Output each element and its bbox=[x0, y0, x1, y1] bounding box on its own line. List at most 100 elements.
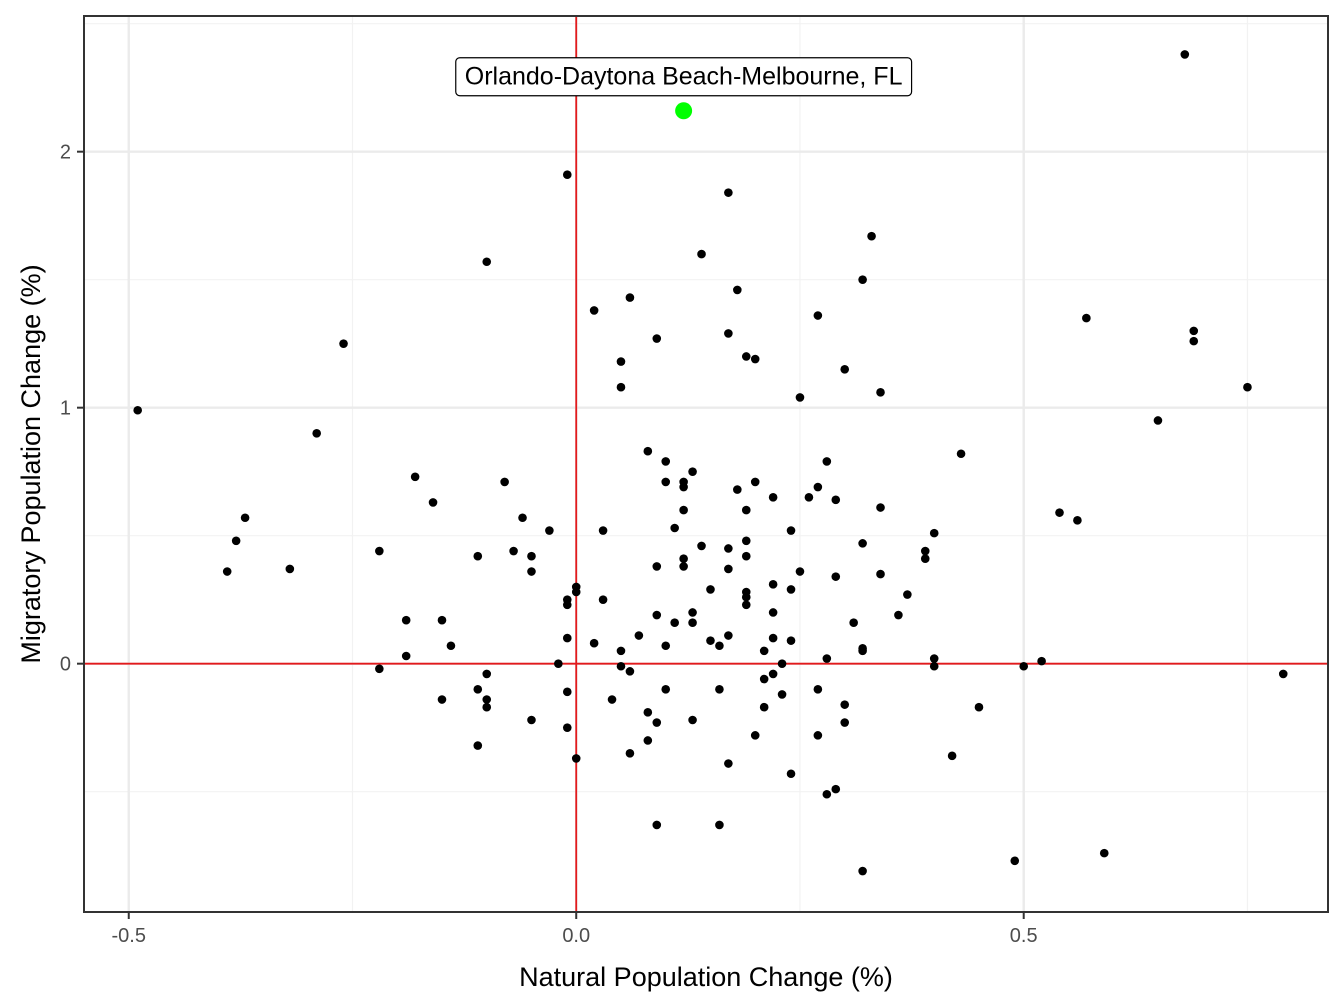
data-point bbox=[876, 569, 885, 579]
data-point bbox=[724, 544, 733, 553]
data-point bbox=[652, 562, 662, 571]
data-point bbox=[1019, 661, 1029, 671]
data-point bbox=[750, 477, 760, 487]
data-point bbox=[1180, 50, 1190, 59]
data-point bbox=[428, 498, 438, 507]
data-point bbox=[562, 633, 572, 643]
data-point bbox=[768, 633, 778, 643]
data-point bbox=[786, 769, 796, 779]
data-point bbox=[822, 789, 832, 799]
data-point bbox=[786, 636, 796, 645]
highlight-label: Orlando-Daytona Beach-Melbourne, FL bbox=[465, 63, 903, 91]
data-point bbox=[741, 536, 751, 546]
data-point bbox=[679, 482, 688, 492]
data-point bbox=[616, 661, 626, 671]
data-point bbox=[652, 820, 662, 830]
data-point bbox=[858, 866, 867, 876]
data-point bbox=[1278, 669, 1288, 679]
data-point bbox=[733, 485, 742, 494]
data-point bbox=[679, 554, 688, 564]
data-point bbox=[240, 513, 250, 523]
data-point bbox=[375, 546, 384, 556]
data-point bbox=[625, 667, 635, 676]
data-point bbox=[607, 695, 617, 704]
x-tick-label: 0.5 bbox=[1010, 925, 1038, 947]
data-point bbox=[625, 293, 635, 302]
data-point bbox=[562, 687, 572, 697]
data-point bbox=[1073, 516, 1082, 525]
data-point bbox=[786, 585, 796, 594]
data-point bbox=[1037, 656, 1046, 666]
data-point bbox=[437, 695, 447, 704]
data-point bbox=[545, 526, 554, 535]
data-point bbox=[741, 352, 751, 361]
data-point bbox=[867, 231, 876, 241]
data-point bbox=[589, 306, 599, 315]
data-point bbox=[813, 684, 823, 694]
data-point bbox=[527, 551, 536, 561]
data-point bbox=[652, 718, 662, 727]
data-point bbox=[482, 702, 492, 712]
data-point bbox=[741, 551, 751, 561]
y-tick-label: 1 bbox=[60, 398, 71, 420]
data-point bbox=[518, 513, 527, 523]
data-point bbox=[616, 382, 626, 392]
data-point bbox=[661, 641, 671, 651]
data-point bbox=[715, 820, 724, 830]
data-point bbox=[473, 684, 483, 694]
data-point bbox=[768, 669, 778, 679]
data-point bbox=[777, 659, 787, 668]
data-point bbox=[1243, 382, 1252, 392]
data-point bbox=[974, 702, 984, 712]
data-point bbox=[876, 388, 885, 397]
data-point bbox=[1189, 336, 1199, 346]
data-point bbox=[482, 257, 492, 267]
data-point bbox=[795, 393, 805, 402]
data-point bbox=[741, 592, 751, 602]
data-point bbox=[822, 654, 832, 663]
data-point bbox=[759, 674, 769, 684]
data-point bbox=[894, 610, 903, 620]
data-point bbox=[715, 684, 724, 694]
data-point bbox=[724, 564, 733, 574]
data-point bbox=[661, 477, 671, 487]
highlight-label-box bbox=[455, 57, 913, 97]
data-point bbox=[1189, 326, 1199, 336]
data-point bbox=[813, 731, 823, 740]
data-point bbox=[813, 311, 823, 320]
data-point bbox=[679, 562, 688, 571]
data-point bbox=[822, 457, 832, 466]
data-point bbox=[652, 610, 662, 620]
data-point bbox=[312, 428, 321, 438]
data-point bbox=[858, 539, 867, 548]
data-point bbox=[929, 528, 939, 538]
plot-background bbox=[84, 16, 1328, 912]
data-point bbox=[401, 615, 411, 625]
data-point bbox=[643, 708, 653, 717]
data-point bbox=[571, 754, 581, 763]
data-point bbox=[786, 526, 796, 535]
data-point bbox=[929, 661, 939, 671]
data-point bbox=[831, 784, 841, 794]
data-point bbox=[1055, 508, 1064, 517]
data-point bbox=[741, 505, 751, 515]
data-point bbox=[643, 736, 653, 745]
data-point bbox=[500, 477, 509, 487]
data-point bbox=[768, 608, 778, 617]
data-point bbox=[1010, 856, 1020, 866]
data-point bbox=[571, 587, 581, 597]
data-point bbox=[473, 551, 483, 561]
data-point bbox=[849, 618, 858, 628]
data-point bbox=[724, 759, 733, 768]
data-point bbox=[1099, 848, 1109, 858]
data-point bbox=[750, 731, 760, 740]
data-point bbox=[375, 664, 384, 674]
data-point bbox=[768, 492, 778, 502]
data-point bbox=[813, 482, 823, 492]
data-point bbox=[482, 695, 492, 704]
data-point bbox=[670, 618, 679, 628]
data-point bbox=[831, 572, 841, 581]
data-point bbox=[616, 646, 626, 656]
x-tick-label: -0.5 bbox=[112, 925, 146, 947]
